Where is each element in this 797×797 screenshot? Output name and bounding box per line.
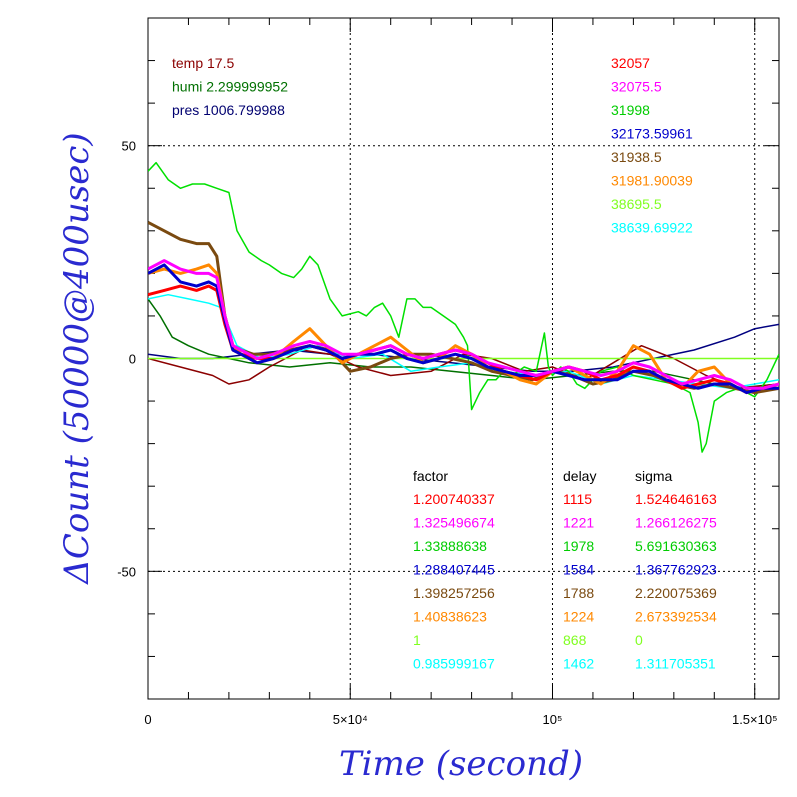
table-cell-delay: 1788 [563,585,594,601]
series-line-2 [148,344,779,390]
y-tick-label-0: 50 [122,139,136,154]
table-cell-delay: 1224 [563,609,594,625]
table-cell-factor: 1.40838623 [413,609,487,625]
x-tick-label-3: 1.5×10⁵ [732,712,778,727]
table-cell-sigma: 5.691630363 [635,538,717,554]
table-cell-sigma: 2.220075369 [635,585,717,601]
table-cell-factor: 1.325496674 [413,515,495,531]
count-label-3: 32173.59961 [611,126,693,142]
table-cell-factor: 1.288407445 [413,562,495,578]
table-cell-delay: 1584 [563,562,594,578]
counts-legend: 32057 32075.5 31998 32173.59961 31938.5 31981… [611,55,693,236]
env-label-0: temp 17.5 [172,55,234,71]
table-cell-sigma: 1.266126275 [635,515,717,531]
y-tick-label-1: 0 [129,352,136,367]
count-label-1: 32075.5 [611,79,662,95]
env-label-1: humi 2.299999952 [172,79,288,95]
table-cell-factor: 0.985999167 [413,656,495,672]
y-tick-label-2: -50 [117,564,136,579]
table-cell-sigma: 0 [635,632,643,648]
count-label-7: 38639.69922 [611,220,693,236]
table-cell-sigma: 1.524646163 [635,491,717,507]
table-cell-factor: 1 [413,632,421,648]
env-legend: temp 17.5 humi 2.299999952 pres 1006.79998… [172,55,288,118]
y-axis-title: ΔCount (50000@400usec) [57,132,97,585]
series-group [148,161,779,453]
x-tick-label-0: 0 [144,712,151,727]
count-label-5: 31981.90039 [611,173,693,189]
table-cell-factor: 1.398257256 [413,585,495,601]
table-cell-factor: 1.200740337 [413,491,495,507]
fit-table: factor delay sigma 1.200740337 1115 1.5246461… [413,468,717,672]
x-axis-title: Time (second) [339,744,583,784]
count-label-4: 31938.5 [611,149,662,165]
x-tick-label-1: 5×10⁴ [333,712,368,727]
table-header-sigma: sigma [635,468,673,484]
table-header-factor: factor [413,468,448,484]
env-label-2: pres 1006.799988 [172,102,285,118]
count-label-2: 31998 [611,102,650,118]
table-cell-sigma: 1.367762923 [635,562,717,578]
table-cell-sigma: 1.311705351 [635,656,716,672]
table-cell-delay: 1115 [563,491,592,507]
count-label-0: 32057 [611,55,650,71]
count-label-6: 38695.5 [611,196,662,212]
x-tick-label-2: 10⁵ [543,712,563,727]
table-cell-delay: 1221 [563,515,594,531]
series-line-10 [148,259,779,390]
table-header-delay: delay [563,468,596,484]
axis-ticks: 0 5×10⁴ 10⁵ 1.5×10⁵ 50 0 -50 [117,17,779,727]
table-cell-delay: 1978 [563,538,594,554]
table-cell-delay: 868 [563,632,587,648]
table-cell-delay: 1462 [563,656,594,672]
table-cell-sigma: 2.673392534 [635,609,717,625]
table-cell-factor: 1.33888638 [413,538,487,554]
